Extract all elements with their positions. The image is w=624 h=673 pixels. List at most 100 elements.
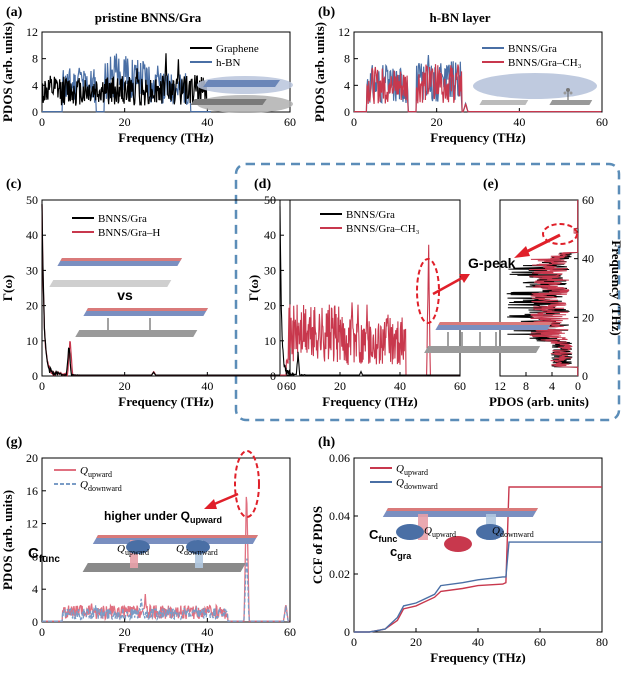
c-func-label-g: Cfunc [28,545,60,565]
x-tick-label-h: 40 [472,635,484,649]
y-tick-label-a: 0 [32,105,38,119]
legend-entry-b: BNNS/Gra–CH₃ [508,57,582,69]
y-tick-label-g: 20 [26,451,38,465]
legend-entry-c: BNNS/Gra–H [98,227,160,239]
y-axis-label-c: Γ(ω) [0,275,15,301]
legend-entry-a: Graphene [216,43,259,55]
legend-entry-h: Qupward [396,463,428,477]
legend-entry-g: Qupward [80,465,112,479]
y-axis-label-a: PDOS (arb. units) [0,22,15,122]
y-tick-label-c: 20 [26,299,38,313]
y-tick-label-g: 4 [32,582,38,596]
panel-h-plot: 0 20 40 60 80 0 0.02 0.04 0.06 Frequency (THz) CCF… [310,451,608,665]
x-tick-label-g: 40 [201,625,213,639]
y-tick-label-c: 50 [26,193,38,207]
x-tick-label-a: 0 [39,115,45,129]
panel-label-a: (a) [6,5,23,20]
panel-b-title: h-BN layer [429,10,490,25]
x-tick-label-b: 60 [596,115,608,129]
c-func-label-h: Cfunc [369,527,397,544]
y-tick-label-g: 12 [26,517,38,531]
series-line-Q_downward [42,558,290,622]
series-line-Graphene [41,53,208,107]
x-tick-label-g: 0 [39,625,45,639]
legend-entry-a: h-BN [216,57,241,69]
schematic-c: vs [49,258,208,337]
y-tick-label-d: 30 [264,263,276,277]
panel-label-e: (e) [483,177,499,192]
x-axis-label-g: Frequency (THz) [118,640,213,655]
schematic-d [424,322,552,353]
y-tick-label-g: 8 [32,549,38,563]
series-line-BNNS/Gra [279,206,460,377]
legend-entry-g: Qdownward [80,479,122,493]
y-tick-label-b: 8 [344,52,350,66]
x-tick-label-e: 4 [549,379,555,393]
x-axis-label-e: PDOS (arb. units) [489,394,589,409]
series-line-Q_downward [354,541,602,633]
x-tick-label-e: 0 [575,379,581,393]
series-line-BNNS/Gra–CH₃ [354,64,602,113]
x-tick-label-a: 60 [284,115,296,129]
x-tick-label-h: 20 [410,635,422,649]
panel-label-g: (g) [6,435,23,450]
panel-label-h: (h) [318,435,335,450]
plot-frame-e [499,199,579,377]
y-tick-label-g: 0 [32,615,38,629]
x-tick-label-a: 40 [201,115,213,129]
x-axis-label-a: Frequency (THz) [118,130,213,145]
y-tick-label-d: 10 [264,334,276,348]
q-upward-label-h: Qupward [424,525,456,539]
x-tick-label-c: 40 [201,379,213,393]
panel-label-c: (c) [6,177,22,192]
x-tick-label-d: 0 [277,379,283,393]
y-tick-label-a: 8 [32,52,38,66]
x-axis-label-c: Frequency (THz) [118,394,213,409]
y-tick-label-h: 0.06 [329,451,350,465]
y-tick-label-e: 40 [582,252,594,266]
x-tick-label-e: 8 [523,379,529,393]
y-tick-label-g: 16 [26,484,38,498]
x-tick-label-g: 60 [284,625,296,639]
q-downward-label-g: Qdownward [176,543,218,557]
series-line-BNNS/Gra–CH₃ [529,200,579,376]
y-tick-label-b: 0 [344,105,350,119]
y-axis-label-g: PDOS (arb. units) [0,490,15,590]
y-tick-label-d: 40 [264,228,276,242]
legend-entry-c: BNNS/Gra [98,213,147,225]
x-tick-label-d: 60 [454,379,466,393]
x-axis-label-h: Frequency (THz) [430,650,525,665]
x-tick-label-e: 12 [494,379,506,393]
dashed-highlight-box [234,162,621,422]
x-tick-label-a: 20 [119,115,131,129]
panel-label-d: (d) [254,177,271,192]
g-peak-label: G-peak [468,255,516,271]
panel-b-plot: 0 20 40 60 0 4 8 12 Frequency (THz) PDOS (arb. un… [312,22,608,145]
y-axis-label-h: CCF of PDOS [310,506,325,584]
y-tick-label-a: 12 [26,25,38,39]
y-tick-label-d: 20 [264,299,276,313]
legend-entry-h: Qdownward [396,477,438,491]
vs-label: vs [117,287,133,303]
y-tick-label-b: 4 [344,78,350,92]
x-axis-label-b: Frequency (THz) [430,130,525,145]
x-tick-label-h: 0 [351,635,357,649]
x-tick-label-b: 40 [513,115,525,129]
schematic-b [473,73,597,105]
higher-under-label: higher under Qupward [104,509,222,525]
x-tick-label-d: 20 [334,379,346,393]
series-line-BNNS/Gra [41,203,290,377]
higher-under-annotation: higher under Qupward [104,450,260,525]
y-axis-label-e: Frequency (THz) [609,240,624,335]
x-tick-label-c: 60 [284,379,296,393]
y-tick-label-c: 10 [26,334,38,348]
legend-entry-d: BNNS/Gra [346,209,395,221]
y-tick-label-h: 0.04 [329,509,350,523]
y-tick-label-e: 0 [582,369,588,383]
plot-frame-a [41,31,291,113]
y-tick-label-h: 0.02 [329,567,350,581]
schematic-g: Cfunc Qupward Qdownward [28,535,258,572]
